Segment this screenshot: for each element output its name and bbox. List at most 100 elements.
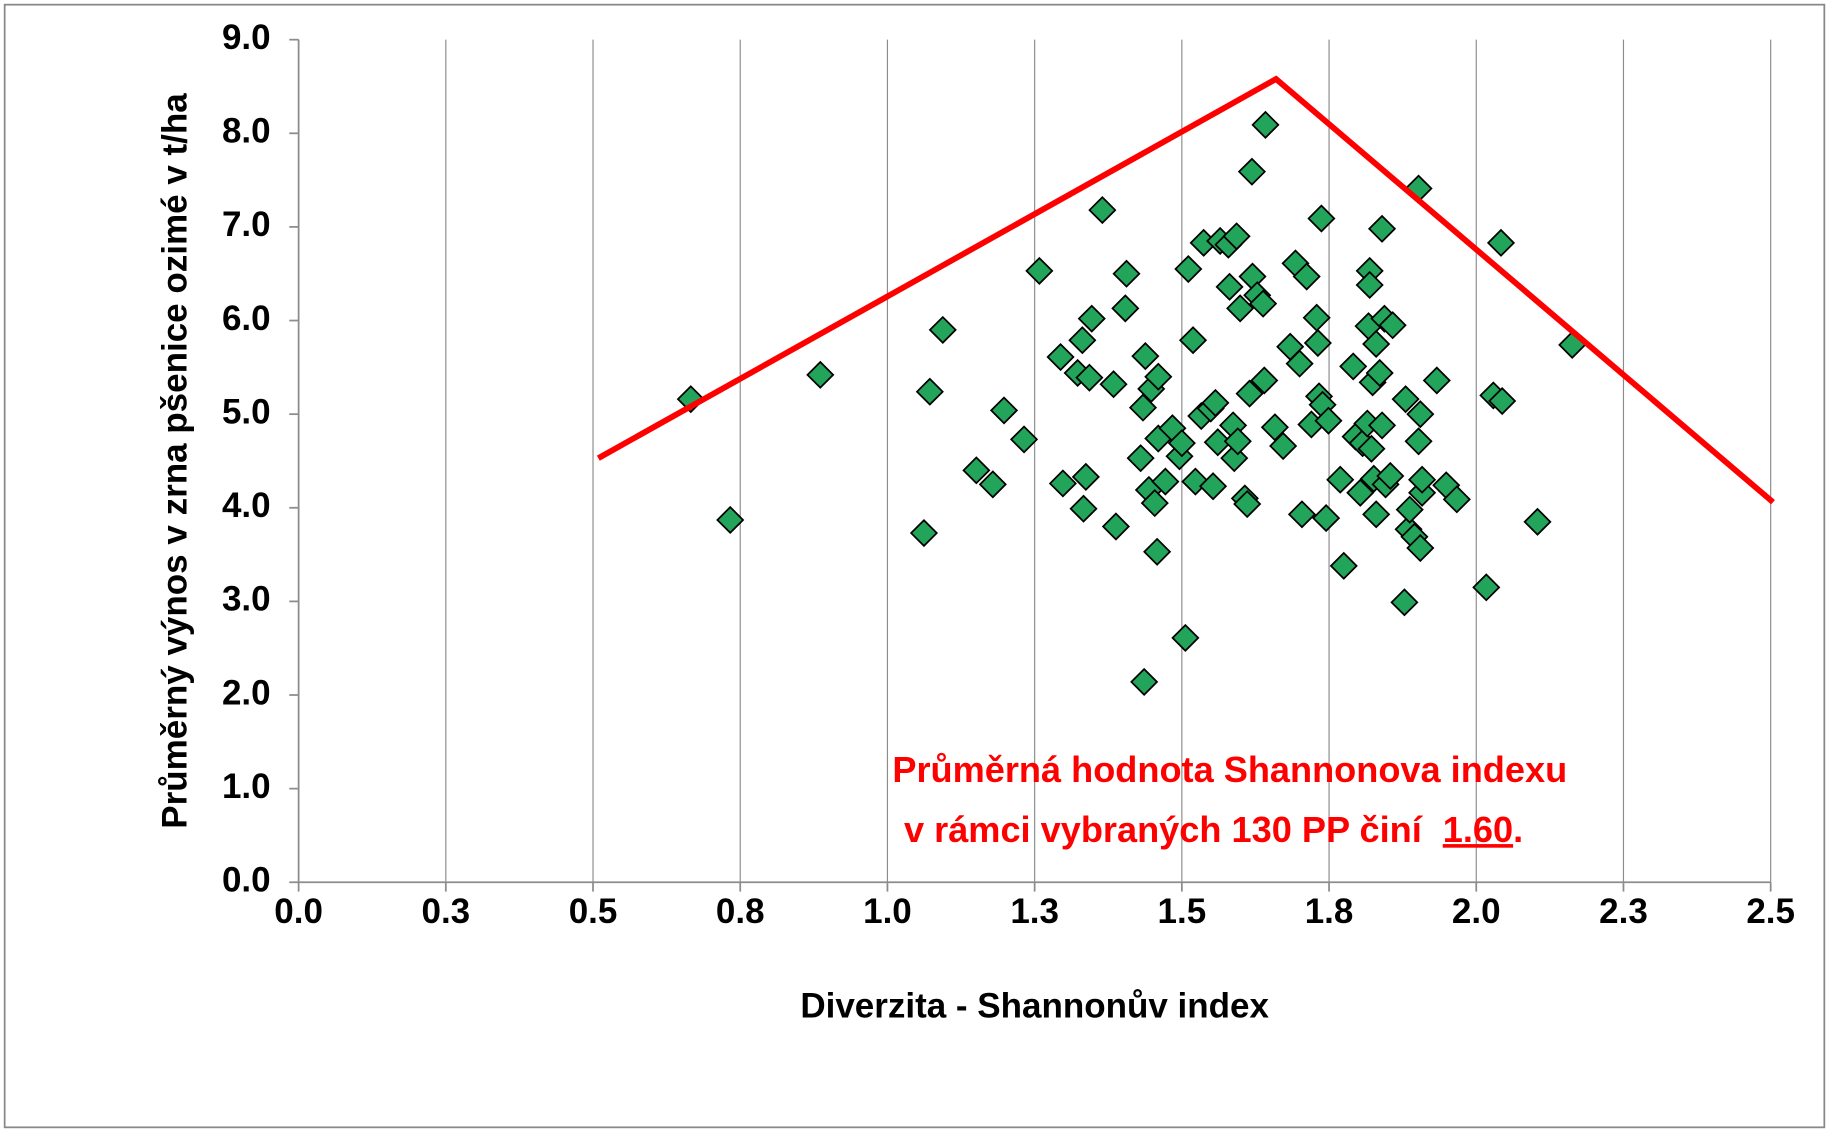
data-point — [1233, 489, 1262, 519]
data-point — [1009, 425, 1039, 454]
data-point — [1222, 222, 1251, 251]
data-point — [1367, 214, 1397, 243]
annotation-line: Průměrná hodnota Shannonova indexu — [892, 749, 1567, 790]
data-point — [1292, 262, 1321, 291]
data-point — [1339, 352, 1368, 381]
data-point — [1285, 349, 1314, 378]
data-point — [1376, 461, 1405, 491]
data-point — [1198, 472, 1228, 501]
data-point — [1355, 270, 1384, 300]
data-point — [716, 505, 745, 535]
y-tick-label: 0.0 — [222, 861, 271, 900]
x-tick-label: 0.0 — [274, 892, 323, 931]
data-point — [1112, 259, 1141, 288]
data-point — [1111, 294, 1140, 323]
data-point — [1406, 400, 1435, 429]
data-point — [1329, 551, 1358, 580]
data-point — [1130, 667, 1159, 696]
data-point — [1365, 358, 1394, 388]
y-tick-label: 3.0 — [222, 580, 271, 619]
data-point — [1406, 533, 1435, 563]
data-point — [1312, 504, 1341, 533]
data-point — [1088, 195, 1117, 225]
data-point — [909, 518, 939, 548]
data-point — [1071, 462, 1100, 491]
y-tick-label: 4.0 — [222, 486, 271, 525]
data-point — [1249, 289, 1278, 318]
data-point — [1048, 469, 1077, 498]
data-point — [1046, 342, 1075, 372]
data-point — [1390, 588, 1419, 617]
data-point — [1068, 326, 1097, 355]
y-tick-label: 9.0 — [222, 18, 271, 57]
data-point — [1395, 495, 1424, 524]
data-point — [1442, 485, 1471, 514]
data-point — [1099, 370, 1128, 399]
data-point — [1069, 494, 1098, 523]
data-point — [1151, 467, 1180, 496]
annotation-text: v rámci vybraných 130 PP činí — [904, 809, 1424, 850]
data-point — [1237, 157, 1266, 186]
data-point — [1326, 465, 1355, 494]
x-tick-label: 2.0 — [1452, 892, 1501, 931]
data-point — [978, 470, 1007, 499]
x-tick-label: 1.3 — [1010, 892, 1059, 931]
data-point — [1174, 254, 1203, 284]
y-tick-label: 2.0 — [222, 673, 271, 712]
data-point — [962, 456, 991, 485]
annotation-text: . — [1513, 809, 1523, 850]
chart-border — [3, 3, 1826, 1129]
annotation-value: 1.60 — [1443, 809, 1513, 850]
x-tick-label: 2.3 — [1599, 892, 1648, 931]
data-point — [1287, 500, 1317, 529]
data-point — [1408, 465, 1437, 494]
data-point — [806, 360, 835, 389]
x-tick-label: 0.3 — [421, 892, 470, 931]
data-point — [1144, 362, 1173, 391]
data-point — [1171, 623, 1200, 652]
trend-line — [596, 75, 1775, 505]
data-point — [1101, 512, 1130, 541]
data-point — [1223, 427, 1252, 456]
x-tick-label: 1.0 — [863, 892, 912, 931]
data-point — [1235, 379, 1264, 408]
data-point — [1362, 500, 1391, 529]
data-point — [1178, 326, 1208, 355]
data-point — [1362, 329, 1391, 359]
y-tick-label: 1.0 — [222, 767, 271, 806]
y-tick-label: 7.0 — [222, 205, 271, 244]
data-point — [1391, 385, 1420, 414]
data-point — [1226, 294, 1255, 323]
x-tick-label: 1.8 — [1305, 892, 1354, 931]
data-point — [1126, 444, 1155, 473]
y-axis-title: Průměrný výnos v zrna pšenice ozimé v t/… — [156, 93, 195, 829]
x-tick-label: 0.5 — [569, 892, 618, 931]
data-point — [1131, 342, 1160, 371]
data-point — [1269, 431, 1298, 461]
data-point — [1260, 413, 1289, 442]
data-point — [1077, 304, 1106, 333]
data-point — [1523, 507, 1552, 536]
x-axis-title: Diverzita - Shannonův index — [800, 987, 1269, 1026]
data-point — [1075, 363, 1104, 392]
data-point — [989, 396, 1019, 425]
data-point — [1346, 478, 1375, 507]
data-point — [1378, 311, 1407, 340]
data-point — [1167, 429, 1196, 458]
data-point — [1215, 272, 1244, 301]
y-tick-label: 5.0 — [222, 392, 271, 431]
data-point — [1422, 366, 1451, 395]
x-tick-label: 0.8 — [716, 892, 765, 931]
data-point — [1128, 393, 1158, 422]
x-tick-label: 1.5 — [1158, 892, 1207, 931]
data-point — [1307, 204, 1336, 233]
y-tick-label: 8.0 — [222, 112, 271, 151]
data-point — [1486, 228, 1516, 257]
data-point — [1367, 411, 1397, 440]
data-point — [1140, 489, 1169, 518]
data-point — [915, 377, 944, 406]
data-point — [1203, 428, 1232, 457]
data-point — [1025, 256, 1054, 285]
